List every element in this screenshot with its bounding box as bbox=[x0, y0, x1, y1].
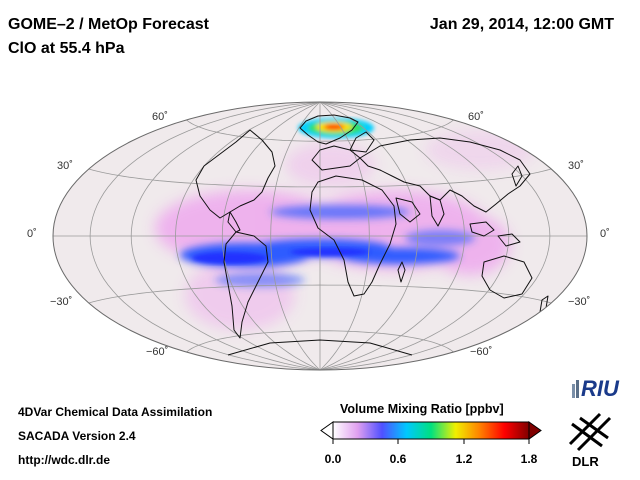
riu-logo-bar bbox=[572, 384, 575, 398]
colorbar-min-arrow bbox=[320, 421, 334, 440]
lat-label-0-right: 0˚ bbox=[600, 228, 610, 240]
colorbar-tick-label: 0.0 bbox=[324, 452, 342, 466]
colorbar-max-arrow bbox=[528, 421, 542, 440]
longitude-line bbox=[319, 102, 465, 370]
colorbar-gradient bbox=[332, 421, 530, 440]
lat-label-60s-right: −60˚ bbox=[470, 346, 493, 358]
clo-arctic-max bbox=[298, 118, 374, 138]
lat-label-0-left: 0˚ bbox=[27, 228, 37, 240]
dlr-logo-stroke bbox=[576, 416, 612, 452]
clo-haze-north bbox=[285, 143, 375, 187]
longitude-line bbox=[221, 102, 321, 370]
riu-logo: RIU bbox=[572, 376, 620, 401]
riu-logo-bar bbox=[576, 380, 579, 398]
colorbar-tick-label: 1.8 bbox=[520, 452, 538, 466]
footer-version: SACADA Version 2.4 bbox=[18, 429, 136, 443]
colorbar-tick-label: 1.2 bbox=[455, 452, 473, 466]
clo-core-center bbox=[290, 248, 370, 256]
dlr-logo bbox=[568, 412, 612, 452]
clo-band-north bbox=[270, 205, 410, 219]
lat-label-30s-right: −30˚ bbox=[568, 296, 591, 308]
lat-label-30n-right: 30˚ bbox=[568, 160, 584, 172]
coastlines bbox=[195, 114, 549, 356]
dlr-logo-stroke bbox=[579, 416, 609, 440]
lat-label-30s-left: −30˚ bbox=[50, 296, 73, 308]
colorbar-title: Volume Mixing Ratio [ppbv] bbox=[340, 402, 504, 416]
footer-url: http://wdc.dlr.de bbox=[18, 453, 110, 467]
lat-label-60n-right: 60˚ bbox=[468, 111, 484, 123]
footer-method: 4DVar Chemical Data Assimilation bbox=[18, 405, 213, 419]
forecast-date: Jan 29, 2014, 12:00 GMT bbox=[429, 16, 614, 33]
lat-label-30n-left: 30˚ bbox=[57, 160, 73, 172]
map-subtitle: ClO at 55.4 hPa bbox=[8, 40, 125, 57]
clo-band-far-east bbox=[405, 230, 475, 246]
riu-logo-text: RIU bbox=[581, 376, 620, 401]
longitude-line bbox=[319, 102, 370, 370]
colorbar-tick-label: 0.6 bbox=[389, 452, 407, 466]
longitude-line bbox=[319, 102, 510, 370]
field-layer bbox=[53, 102, 587, 370]
map-title: GOME–2 / MetOp Forecast bbox=[8, 16, 209, 33]
lat-label-60s-left: −60˚ bbox=[146, 346, 169, 358]
dlr-logo-stroke bbox=[568, 412, 602, 446]
graticule bbox=[53, 102, 587, 370]
longitude-line bbox=[130, 102, 321, 370]
clo-haze-asia bbox=[425, 130, 535, 170]
longitude-line bbox=[319, 102, 419, 370]
map-outline bbox=[52, 101, 588, 371]
longitude-line bbox=[319, 102, 551, 370]
clo-band-south bbox=[215, 273, 305, 287]
longitude-line bbox=[270, 102, 321, 370]
lat-label-60n-left: 60˚ bbox=[152, 111, 168, 123]
longitude-line bbox=[89, 102, 321, 370]
dlr-logo-stroke bbox=[571, 422, 603, 448]
clo-core-west bbox=[192, 252, 268, 264]
colorbar bbox=[320, 421, 542, 444]
dlr-logo-text: DLR bbox=[572, 454, 599, 469]
